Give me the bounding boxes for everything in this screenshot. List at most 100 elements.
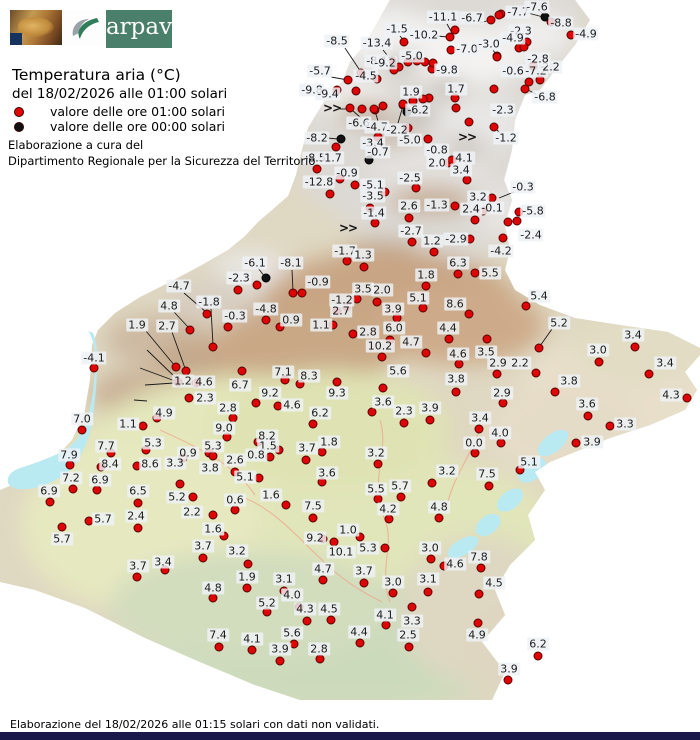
- station-temp-label: 10.2: [365, 339, 395, 353]
- station-dot: [247, 645, 257, 655]
- station-dot: [384, 514, 394, 524]
- station-temp-label: -0.3: [510, 180, 536, 194]
- station-temp-label: 5.4: [528, 289, 550, 303]
- station-dot: [342, 256, 352, 266]
- station-dot: [89, 363, 99, 373]
- station-dot: [242, 583, 252, 593]
- station-temp-label: -0.6: [500, 64, 526, 78]
- station-dot: [214, 642, 224, 652]
- station-temp-label: 3.9: [498, 662, 520, 676]
- station-temp-label: 3.4: [622, 328, 644, 342]
- station-dot: [133, 523, 143, 533]
- station-dot: [630, 342, 640, 352]
- station-dot: [345, 103, 355, 113]
- station-dot: [208, 342, 218, 352]
- lion-artwork-icon: [10, 10, 62, 45]
- station-temp-label: 4.6: [193, 375, 215, 389]
- station-temp-label: 4.3: [660, 388, 682, 402]
- station-temp-label: 0.9: [177, 446, 199, 460]
- station-dot: [492, 52, 502, 62]
- station-temp-label: -6.7: [459, 11, 485, 25]
- station-dot: [605, 421, 615, 431]
- station-temp-label: 1.9: [400, 85, 422, 99]
- legend-row-0000: valore delle ore 00:00 solari: [14, 119, 225, 134]
- station-dot: [237, 366, 247, 376]
- station-temp-label: 4.9: [466, 628, 488, 642]
- wind-arrows-mark: >>: [322, 101, 342, 115]
- station-dot: [370, 218, 380, 228]
- station-temp-label: -8.1: [278, 256, 304, 270]
- station-dot: [185, 325, 195, 335]
- page-subtitle: del 18/02/2026 alle 01:00 solari: [12, 86, 228, 102]
- station-temp-label: 2.7: [156, 319, 178, 333]
- station-dot: [350, 180, 360, 190]
- station-temp-label: 3.0: [587, 343, 609, 357]
- station-temp-label: 2.0: [426, 156, 448, 170]
- station-temp-label: -0.9: [305, 275, 331, 289]
- station-dot: [325, 189, 335, 199]
- station-dot: [288, 288, 298, 298]
- station-dot: [275, 656, 285, 666]
- station-temp-label: 5.2: [548, 316, 570, 330]
- station-temp-label: 3.5: [352, 282, 374, 296]
- station-temp-label: 5.7: [51, 532, 73, 546]
- station-temp-label: 3.0: [382, 575, 404, 589]
- station-temp-label: -1.5: [384, 22, 410, 36]
- station-temp-label: 3.8: [445, 372, 467, 386]
- station-dot: [423, 587, 433, 597]
- credit-line-2: Dipartimento Regionale per la Sicurezza …: [8, 154, 316, 168]
- station-temp-label: 1.1: [117, 417, 139, 431]
- station-temp-label: 5.5: [479, 266, 501, 280]
- station-temp-label: -1.8: [196, 295, 222, 309]
- station-temp-label: 2.8: [308, 642, 330, 656]
- station-dot: [359, 578, 369, 588]
- station-dot: [317, 447, 327, 457]
- station-dot: [411, 183, 421, 193]
- station-temp-label: -1.2: [493, 131, 519, 145]
- station-dot: [133, 498, 143, 508]
- station-dot: [343, 75, 353, 85]
- station-temp-label: -3.5: [360, 189, 386, 203]
- station-dot: [520, 84, 530, 94]
- station-dot: [594, 357, 604, 367]
- station-dot: [92, 485, 102, 495]
- station-temp-label: 2.8: [357, 325, 379, 339]
- station-dot: [489, 122, 499, 132]
- station-dot: [404, 213, 414, 223]
- station-temp-label: 3.9: [269, 642, 291, 656]
- station-temp-label: 5.7: [389, 479, 411, 493]
- station-temp-label: 3.9: [419, 401, 441, 415]
- station-temp-label: 4.2: [377, 502, 399, 516]
- station-dot: [484, 481, 494, 491]
- arpav-logo: arpav: [10, 10, 172, 48]
- station-temp-label: 6.2: [527, 637, 549, 651]
- station-temp-label: 7.1: [272, 365, 294, 379]
- station-temp-label: 3.7: [127, 559, 149, 573]
- station-dot: [326, 615, 336, 625]
- station-temp-label: 4.1: [241, 632, 263, 646]
- station-temp-label: -5.8: [520, 204, 546, 218]
- station-temp-label: -7.6: [524, 0, 550, 14]
- station-temp-label: 8.6: [444, 297, 466, 311]
- station-dot: [219, 531, 229, 541]
- station-temp-label: 1.8: [318, 435, 340, 449]
- station-dot: [407, 237, 417, 247]
- legend-row-0100: valore delle ore 01:00 solari: [14, 104, 225, 119]
- page-title: Temperatura aria (°C): [12, 66, 181, 84]
- station-temp-label: 10.1: [326, 545, 356, 559]
- station-dot: [243, 559, 253, 569]
- station-dot: [275, 322, 285, 332]
- station-dot: [233, 285, 243, 295]
- station-temp-label: -2.4: [518, 228, 544, 242]
- station-dot: [473, 618, 483, 628]
- station-dot: [450, 201, 460, 211]
- station-temp-label: 4.7: [400, 335, 422, 349]
- station-temp-label: 8.3: [298, 369, 320, 383]
- station-dot: [571, 438, 581, 448]
- station-dot: [498, 398, 508, 408]
- station-temp-label: 0.6: [224, 493, 246, 507]
- station-temp-label: 5.7: [92, 512, 114, 526]
- station-dot: [175, 479, 185, 489]
- station-temp-label: 4.7: [312, 562, 334, 576]
